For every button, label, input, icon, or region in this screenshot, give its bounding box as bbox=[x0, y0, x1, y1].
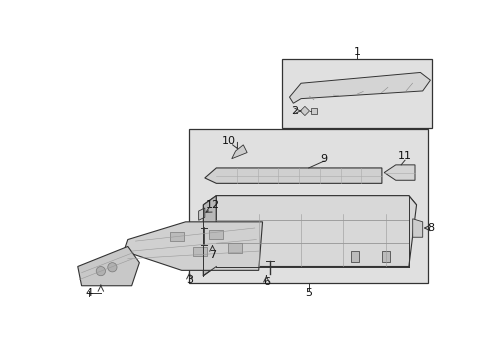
Polygon shape bbox=[300, 106, 309, 116]
Text: 4: 4 bbox=[85, 288, 93, 298]
Circle shape bbox=[96, 266, 105, 276]
Polygon shape bbox=[203, 195, 216, 276]
Polygon shape bbox=[412, 219, 422, 237]
Bar bbox=[310, 108, 317, 114]
Bar bbox=[224, 251, 231, 262]
Text: 11: 11 bbox=[397, 152, 411, 161]
Text: 12: 12 bbox=[206, 200, 220, 210]
Text: 3: 3 bbox=[185, 275, 192, 285]
Bar bbox=[208, 230, 222, 239]
Polygon shape bbox=[216, 195, 416, 266]
Polygon shape bbox=[289, 72, 429, 103]
Polygon shape bbox=[78, 247, 139, 286]
Text: 6: 6 bbox=[263, 277, 269, 287]
Bar bbox=[193, 247, 207, 256]
Polygon shape bbox=[203, 195, 416, 214]
Polygon shape bbox=[198, 208, 204, 220]
Polygon shape bbox=[123, 222, 262, 270]
Polygon shape bbox=[204, 168, 381, 183]
Text: 7: 7 bbox=[208, 250, 216, 260]
Bar bbox=[281, 59, 431, 128]
Bar bbox=[350, 251, 358, 262]
Circle shape bbox=[107, 263, 117, 272]
Text: 1: 1 bbox=[353, 48, 360, 58]
Text: 8: 8 bbox=[426, 223, 433, 233]
Text: 5: 5 bbox=[305, 288, 312, 298]
Bar bbox=[227, 243, 241, 253]
Bar bbox=[170, 232, 183, 241]
Bar bbox=[189, 130, 427, 283]
Polygon shape bbox=[231, 145, 246, 159]
Bar bbox=[381, 251, 389, 262]
Text: 10: 10 bbox=[221, 136, 235, 146]
Polygon shape bbox=[384, 165, 414, 180]
Text: 2: 2 bbox=[291, 106, 298, 116]
Text: 9: 9 bbox=[320, 154, 327, 164]
Bar bbox=[243, 251, 250, 262]
